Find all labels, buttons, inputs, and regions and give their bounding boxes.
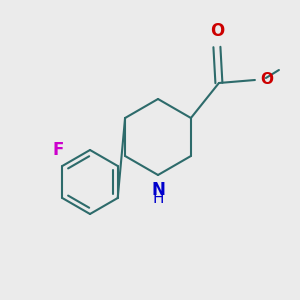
Text: O: O [210, 22, 224, 40]
Text: F: F [52, 141, 64, 159]
Text: H: H [152, 191, 164, 206]
Text: N: N [151, 181, 165, 199]
Text: O: O [260, 73, 273, 88]
